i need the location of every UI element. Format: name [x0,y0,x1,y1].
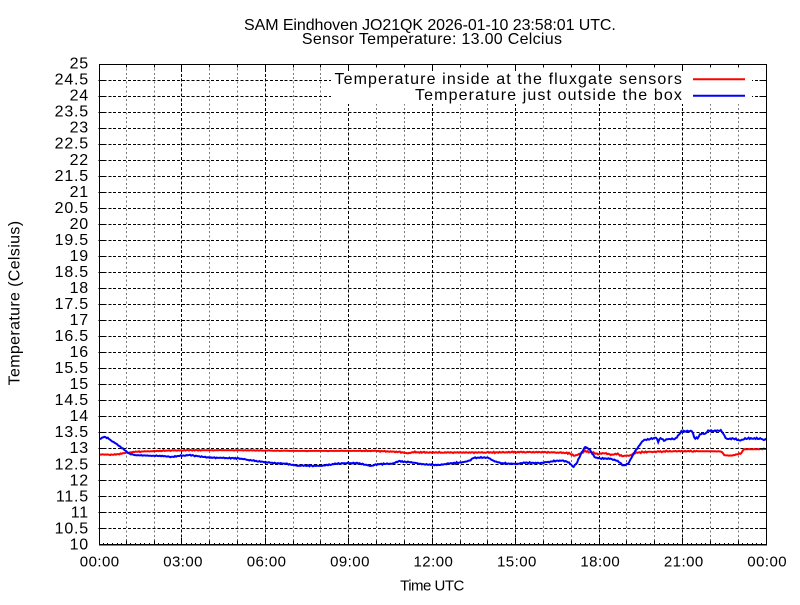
svg-text:12:00: 12:00 [414,554,454,571]
svg-text:13.5: 13.5 [55,424,89,441]
svg-text:21.5: 21.5 [55,168,89,185]
svg-text:10.5: 10.5 [55,520,89,537]
svg-text:23.5: 23.5 [55,104,89,121]
svg-text:15.5: 15.5 [55,360,89,377]
svg-text:Temperature just outside the b: Temperature just outside the box [415,87,683,104]
svg-text:03:00: 03:00 [163,554,203,571]
svg-text:23: 23 [70,120,89,137]
svg-text:15:00: 15:00 [497,554,537,571]
svg-text:12.5: 12.5 [55,456,89,473]
svg-text:18.5: 18.5 [55,264,89,281]
svg-text:16.5: 16.5 [55,328,89,345]
svg-text:11: 11 [71,504,89,521]
svg-text:Sensor Temperature: 13.00 Celc: Sensor Temperature: 13.00 Celcius [302,31,562,48]
svg-text:25: 25 [70,56,89,73]
svg-text:16: 16 [70,344,89,361]
svg-text:17: 17 [70,312,89,329]
svg-text:20: 20 [70,216,89,233]
svg-text:21:00: 21:00 [664,554,704,571]
svg-text:Time UTC: Time UTC [400,578,464,595]
svg-text:18:00: 18:00 [580,554,620,571]
svg-text:12: 12 [70,472,89,489]
svg-text:22.5: 22.5 [55,136,89,153]
svg-text:Temperature (Celsius): Temperature (Celsius) [7,221,24,386]
svg-text:SAM Eindhoven JO21QK 2026-01-1: SAM Eindhoven JO21QK 2026-01-10 23:58:01… [244,17,616,34]
svg-text:19.5: 19.5 [55,232,89,249]
svg-text:00:00: 00:00 [747,554,787,571]
svg-text:13: 13 [70,440,89,457]
svg-text:17.5: 17.5 [55,296,89,313]
svg-text:09:00: 09:00 [330,554,370,571]
svg-text:06:00: 06:00 [247,554,287,571]
svg-text:14.5: 14.5 [55,392,89,409]
svg-text:22: 22 [70,152,89,169]
svg-text:24: 24 [70,88,89,105]
svg-text:10: 10 [70,536,89,553]
svg-text:20.5: 20.5 [55,200,89,217]
svg-text:24.5: 24.5 [55,72,89,89]
svg-text:21: 21 [70,184,89,201]
svg-text:18: 18 [70,280,89,297]
svg-text:15: 15 [70,376,89,393]
svg-text:Temperature inside at the flux: Temperature inside at the fluxgate senso… [334,71,683,88]
svg-text:14: 14 [70,408,89,425]
svg-text:19: 19 [70,248,89,265]
svg-text:11.5: 11.5 [56,488,89,505]
svg-text:00:00: 00:00 [80,554,120,571]
